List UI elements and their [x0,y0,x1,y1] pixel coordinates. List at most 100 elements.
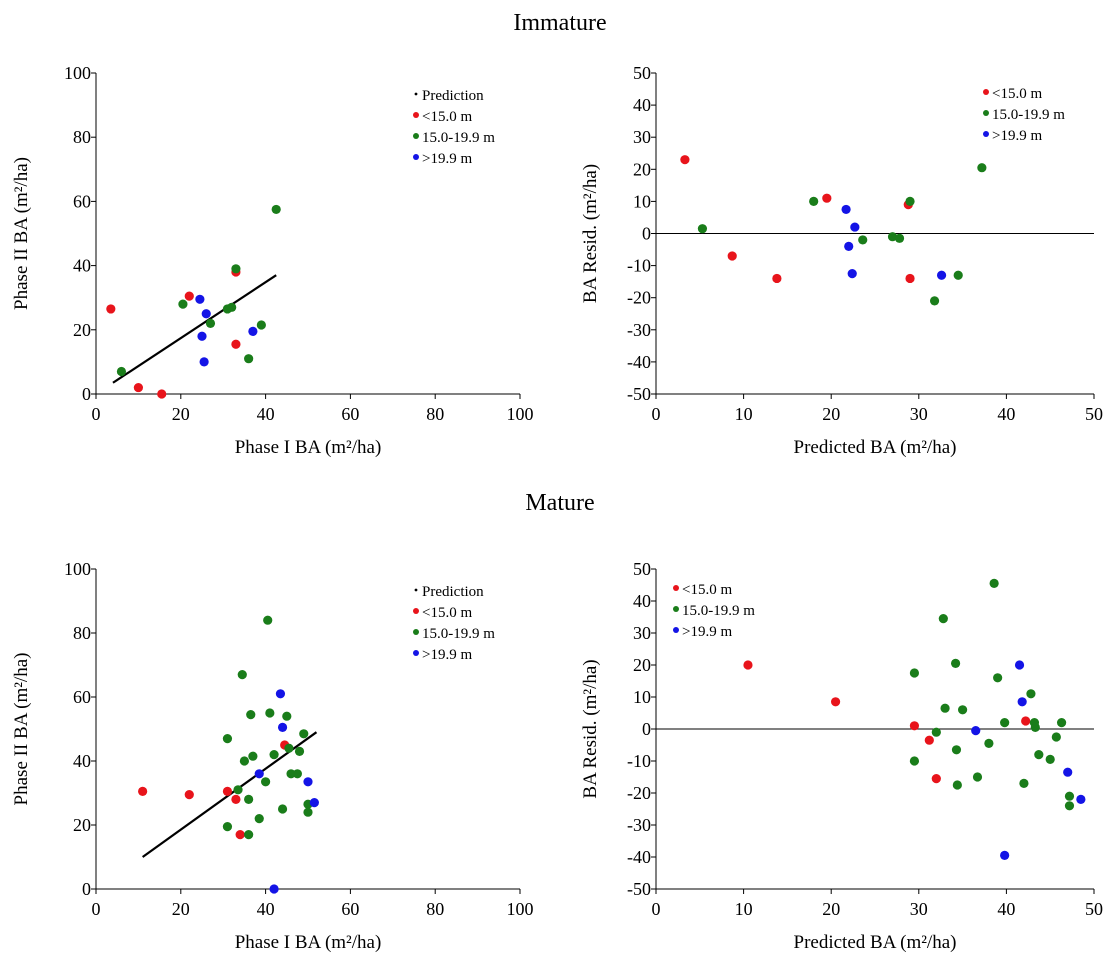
legend-marker [673,627,679,633]
y-tick-label: 10 [633,687,651,707]
data-point-mid [248,751,258,761]
data-point-lt15 [680,155,690,165]
x-tick-label: 40 [257,899,275,919]
data-point-mid [1051,732,1061,742]
legend-entry: Prediction [422,88,484,104]
data-point-gt199 [309,798,319,808]
data-point-mid [951,745,962,755]
x-tick-label: 40 [257,404,275,424]
y-tick-label: 0 [82,879,91,899]
data-point-lt15 [772,273,782,284]
data-point-lt15 [231,339,241,349]
data-point-gt199 [936,270,947,280]
data-point-mid [1019,778,1029,789]
data-point-mid [909,668,920,678]
data-point-lt15 [909,721,920,731]
data-point-mid [256,320,266,330]
data-point-mid [1064,801,1075,811]
x-axis-label: Predicted BA (m²/ha) [794,437,957,458]
data-point-mid [940,703,950,713]
data-point-mid [972,772,983,782]
data-point-lt15 [138,786,148,797]
x-axis-label: Phase I BA (m²/ha) [235,932,382,953]
mature-residual-scatter-panel: 0 10 20 30 40 50 -50 -40 -30 -20 -10 0 10 20 30 40 50 Pre… [580,559,1103,953]
data-point-mid [958,705,968,715]
legend-entry: 15.0-19.9 m [992,107,1065,123]
x-tick-label: 20 [822,899,840,919]
data-point-mid [1030,722,1040,733]
legend-entry: <15.0 m [992,86,1042,102]
data-point-gt199 [254,769,264,779]
y-tick-label: 100 [64,63,91,83]
x-tick-label: 30 [910,404,928,424]
data-point-mid [950,658,961,669]
data-point-mid [233,785,243,795]
y-tick-label: 30 [633,623,651,643]
y-tick-label: 40 [633,591,651,611]
data-point-mid [993,673,1003,683]
data-point-mid [282,711,292,721]
data-point-gt199 [269,884,279,894]
x-tick-label: 10 [735,899,753,919]
data-point-lt15 [184,291,194,301]
y-tick-label: -20 [627,288,651,308]
y-tick-label: -30 [627,815,651,835]
y-tick-label: 20 [73,815,91,835]
y-tick-label: -50 [627,384,651,404]
data-point-mid [244,794,254,805]
legend-entry: 15.0-19.9 m [422,626,495,642]
data-point-lt15 [727,251,737,261]
data-point-mid [231,264,241,274]
data-point-mid [244,830,254,840]
data-point-mid [227,302,237,312]
x-tick-label: 80 [426,899,444,919]
legend-marker [414,588,418,592]
data-point-mid [284,743,294,753]
data-point-mid [299,729,309,739]
y-tick-label: 0 [642,224,651,244]
x-tick-label: 0 [652,404,661,424]
y-axis-label: BA Resid. (m²/ha) [580,164,601,303]
x-tick-label: 80 [426,404,444,424]
data-point-mid [265,708,275,718]
y-tick-label: -30 [627,320,651,340]
data-point-mid [977,163,987,173]
data-point-lt15 [133,382,143,393]
data-point-mid [909,756,920,766]
data-point-lt15 [743,660,753,670]
y-tick-label: -50 [627,879,651,899]
y-tick-label: -40 [627,352,651,372]
legend-marker [673,585,679,591]
data-point-mid [271,204,281,215]
y-tick-label: -20 [627,783,651,803]
data-point-mid [116,366,127,377]
section-title-mature: Mature [525,490,594,516]
data-point-gt199 [197,331,207,341]
legend-entry: 15.0-19.9 m [682,603,755,619]
data-point-lt15 [231,794,241,805]
data-point-mid [952,780,962,790]
data-point-mid [292,769,302,779]
data-point-mid [938,614,948,624]
data-point-mid [1064,791,1075,801]
x-tick-label: 60 [341,404,359,424]
data-point-lt15 [1021,716,1031,726]
immature-residual-scatter-panel: 0 10 20 30 40 50 -50 -40 -30 -20 -10 0 10 20 30 40 50 Pre… [580,63,1103,458]
data-point-lt15 [830,697,841,707]
x-tick-label: 0 [652,899,661,919]
y-tick-label: 50 [633,63,651,83]
y-tick-label: 20 [73,320,91,340]
data-point-mid [178,299,188,309]
y-axis-label: Phase II BA (m²/ha) [11,653,32,806]
x-tick-label: 100 [507,404,534,424]
legend-entry: <15.0 m [422,605,472,621]
x-tick-label: 0 [92,899,101,919]
data-point-gt199 [1076,794,1086,805]
y-tick-label: 30 [633,127,651,147]
data-point-mid [303,807,313,817]
x-tick-label: 30 [910,899,928,919]
legend-entry: 15.0-19.9 m [422,130,495,146]
data-point-mid [905,196,915,206]
data-point-mid [263,615,273,625]
